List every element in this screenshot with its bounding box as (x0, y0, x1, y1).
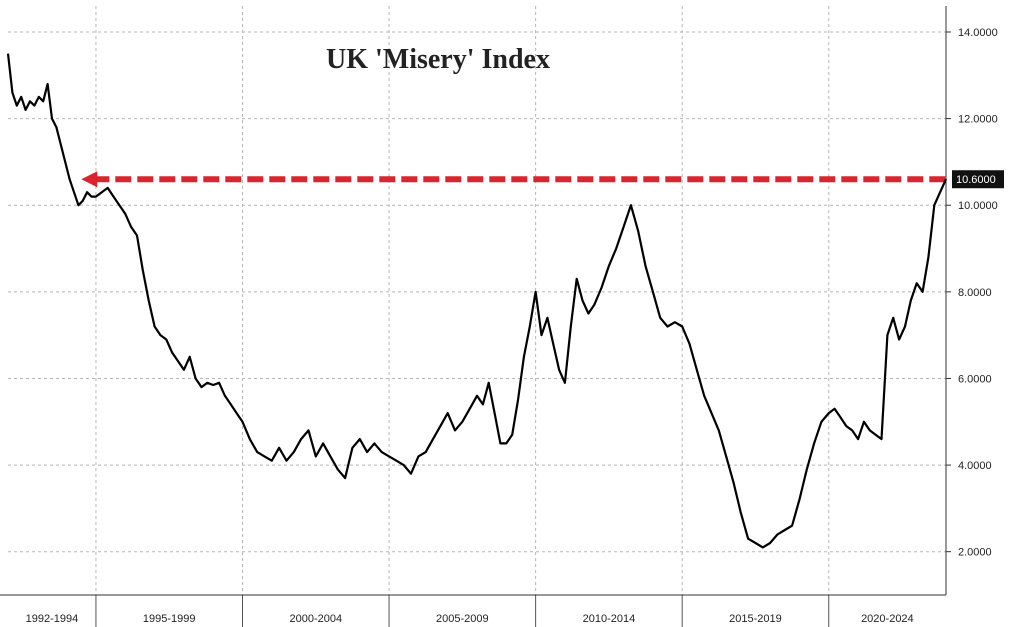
y-tick-label: 12.0000 (958, 114, 998, 126)
x-category-label: 1995-1999 (143, 613, 196, 625)
y-tick-label: 8.0000 (958, 287, 992, 299)
chart-grid (8, 6, 946, 595)
x-category-label: 1992-1994 (26, 613, 79, 625)
x-category-label: 2020-2024 (861, 613, 914, 625)
tick-labels: 2.0000 4.0000 6.0000 8.0000 10.0000 12.0000 14… (26, 27, 1004, 625)
chart-title: UK 'Misery' Index (326, 44, 550, 75)
misery-index-line (6, 53, 948, 549)
last-value-label: 10.6000 (956, 174, 996, 186)
series-group (6, 53, 948, 549)
chart-axes (0, 6, 951, 627)
y-tick-label: 6.0000 (958, 373, 992, 385)
last-value-badge (952, 170, 1004, 189)
x-category-label: 2005-2009 (436, 613, 489, 625)
y-tick-label: 4.0000 (958, 460, 992, 472)
y-tick-label: 14.0000 (958, 27, 998, 39)
y-tick-label: 10.0000 (958, 200, 998, 212)
x-category-label: 2010-2014 (583, 613, 636, 625)
x-category-label: 2000-2004 (289, 613, 342, 625)
reference-arrowhead (81, 171, 98, 188)
y-tick-label: 2.0000 (958, 547, 992, 559)
x-category-label: 2015-2019 (729, 613, 782, 625)
reference-line-group (81, 171, 946, 188)
